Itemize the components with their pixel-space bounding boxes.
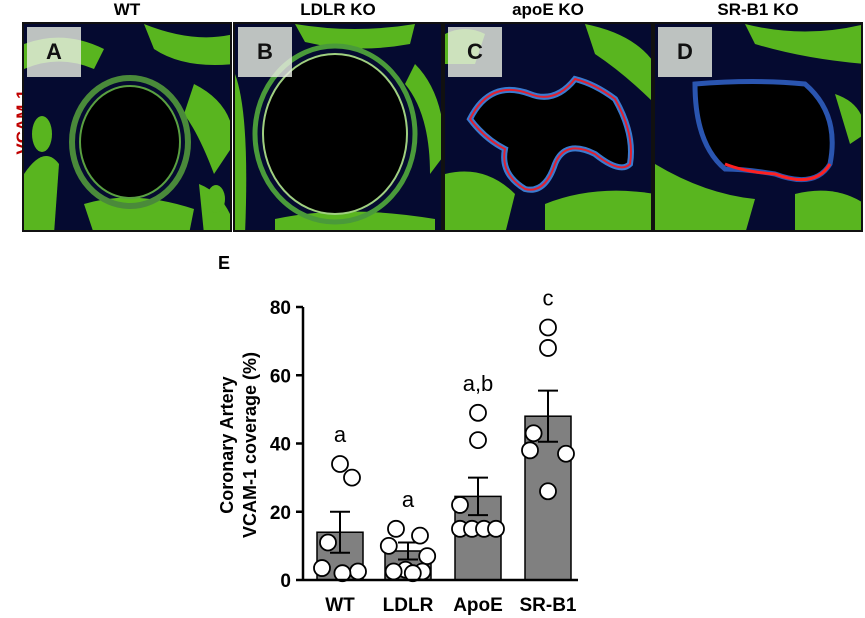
panel-letter-b: B bbox=[238, 27, 292, 77]
data-point-wt bbox=[313, 559, 331, 577]
micrograph-d: D bbox=[653, 22, 863, 232]
y-axis-label-line2: VCAM-1 coverage (%) bbox=[240, 352, 260, 538]
panel-title-ldlr: LDLR KO bbox=[300, 0, 376, 19]
y-tick-label: 40 bbox=[270, 435, 291, 456]
significance-label-0: a bbox=[334, 422, 347, 447]
data-point-sr-b1 bbox=[524, 424, 543, 443]
micrograph-b: B bbox=[233, 22, 443, 232]
data-point-ldlr bbox=[379, 536, 398, 555]
x-tick-label-sr-b1: SR-B1 bbox=[519, 595, 576, 616]
y-axis-label-line1: Coronary Artery bbox=[217, 376, 237, 513]
x-tick-label-wt: WT bbox=[325, 595, 355, 616]
significance-label-3: c bbox=[543, 285, 554, 310]
x-tick-label-apoe: ApoE bbox=[453, 595, 503, 616]
data-point-apoe bbox=[469, 431, 487, 449]
data-point-sr-b1 bbox=[521, 441, 539, 460]
data-point-sr-b1 bbox=[539, 339, 557, 357]
data-point-ldlr bbox=[387, 519, 405, 538]
panel-title-wt: WT bbox=[113, 0, 141, 19]
significance-label-1: a bbox=[402, 487, 415, 512]
data-point-apoe bbox=[451, 496, 469, 514]
data-point-wt bbox=[319, 533, 337, 552]
panel-title-apoe: apoE KO bbox=[512, 0, 584, 19]
data-point-sr-b1 bbox=[557, 444, 575, 463]
data-point-wt bbox=[349, 562, 367, 581]
y-tick-label: 80 bbox=[270, 298, 291, 319]
panel-letter-d: D bbox=[658, 27, 712, 77]
y-tick-label: 0 bbox=[280, 571, 291, 592]
data-point-ldlr bbox=[384, 562, 403, 581]
data-point-wt bbox=[331, 455, 349, 473]
significance-label-2: a,b bbox=[463, 371, 494, 396]
data-point-sr-b1 bbox=[539, 482, 557, 501]
y-tick-label: 20 bbox=[270, 503, 291, 524]
panel-e-label: E bbox=[218, 253, 231, 273]
panel-letter-c: C bbox=[448, 27, 502, 77]
data-point-wt bbox=[343, 468, 361, 487]
x-tick-label-ldlr: LDLR bbox=[383, 595, 434, 616]
micrograph-a: A bbox=[22, 22, 232, 232]
data-point-ldlr bbox=[411, 526, 429, 545]
data-point-sr-b1 bbox=[539, 318, 557, 337]
y-tick-label: 60 bbox=[270, 366, 291, 387]
panel-title-srb1: SR-B1 KO bbox=[717, 0, 799, 19]
micrograph-c: C bbox=[443, 22, 653, 232]
data-point-apoe bbox=[487, 519, 505, 538]
panel-letter-a: A bbox=[27, 27, 81, 77]
data-point-apoe bbox=[469, 403, 487, 422]
data-point-ldlr bbox=[418, 547, 437, 566]
